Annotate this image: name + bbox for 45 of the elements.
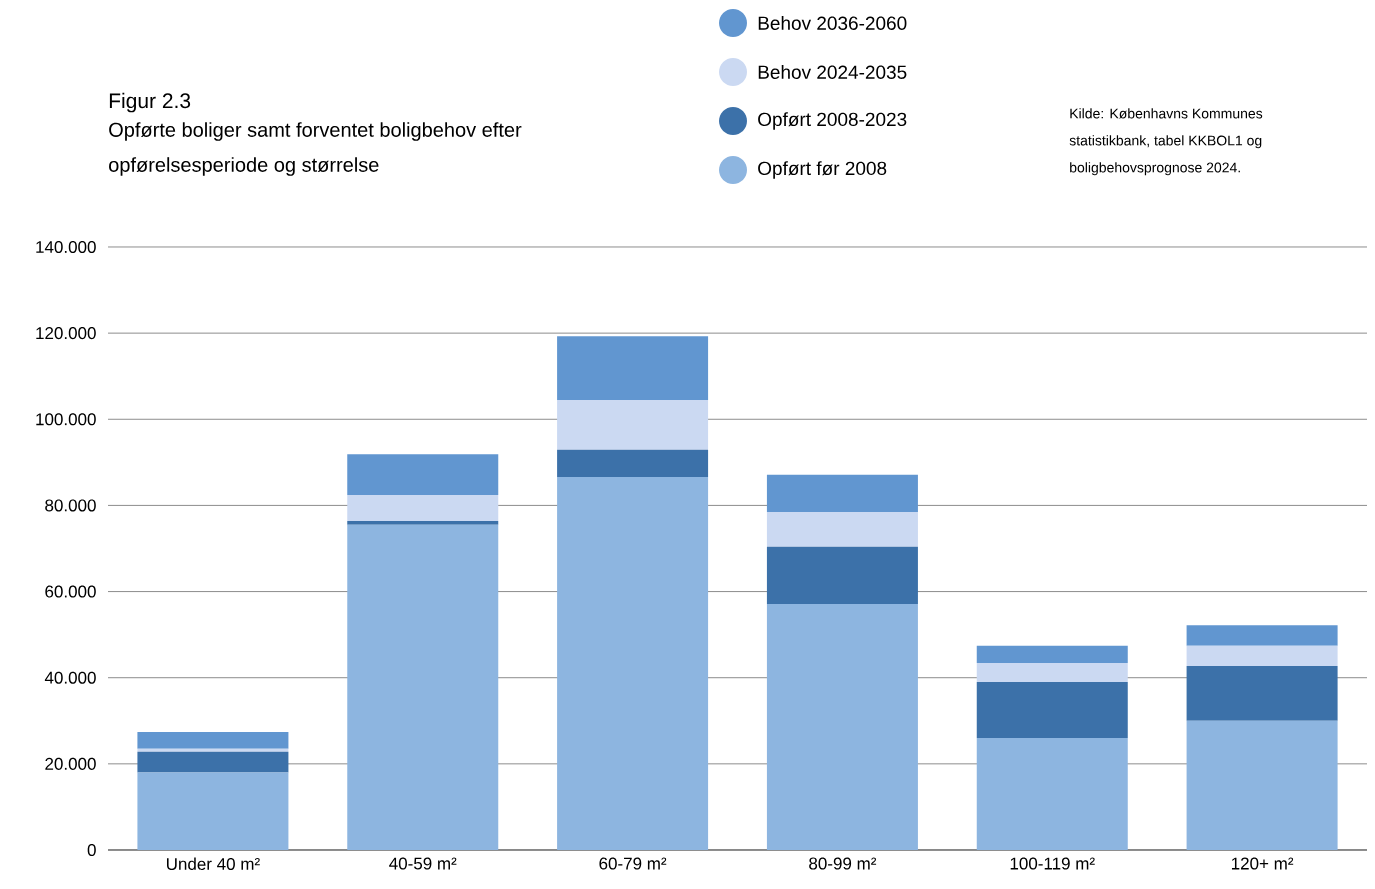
legend-label: Opført 2008-2023 — [758, 112, 907, 130]
bar — [347, 454, 499, 496]
x-tick-label: 80-99 m² — [809, 857, 877, 870]
legend-label: Behov 2036-2060 — [758, 16, 907, 30]
legend-label: Behov 2024-2035 — [758, 65, 907, 79]
bar — [137, 772, 289, 850]
chart-title: Figur 2.3 — [109, 92, 191, 113]
bar — [1186, 720, 1338, 850]
bar — [766, 604, 918, 850]
bar — [976, 682, 1128, 739]
y-tick-label: 20.000 — [45, 757, 96, 770]
bar — [137, 751, 289, 773]
bar — [976, 738, 1128, 850]
bar — [1186, 625, 1338, 646]
bar — [557, 399, 709, 450]
bar — [766, 546, 918, 605]
bar — [347, 520, 499, 525]
y-tick-label: 60.000 — [45, 585, 96, 598]
y-tick-label: 120.000 — [36, 327, 96, 340]
bar — [137, 748, 289, 752]
chart-subtitle: Opførte boliger samt forventet boligbehov efter opførelsesperiode og størrelse — [109, 122, 522, 176]
bar — [137, 731, 289, 749]
legend-label: Opført før 2008 — [758, 161, 887, 179]
x-tick-label: 60-79 m² — [599, 857, 667, 870]
bar — [1186, 645, 1338, 667]
x-tick-label: 100-119 m² — [1010, 857, 1095, 870]
bar — [976, 645, 1128, 664]
bar — [1186, 666, 1338, 721]
y-tick-label: 40.000 — [44, 671, 96, 684]
bar — [557, 336, 709, 400]
x-tick-label: Under 40 m² — [166, 857, 260, 871]
bar — [557, 476, 709, 850]
y-tick-label: 80.000 — [45, 499, 96, 512]
x-tick-label: 40-59 m² — [389, 857, 457, 870]
bar — [347, 524, 499, 850]
bar — [976, 663, 1128, 683]
x-tick-label: 120+ m² — [1231, 857, 1294, 870]
bar — [347, 495, 499, 521]
y-tick-label: 0 — [87, 843, 96, 857]
y-tick-label: 100.000 — [36, 413, 96, 426]
bar — [766, 511, 918, 547]
bar — [766, 474, 918, 512]
y-tick-label: 140.000 — [36, 240, 96, 254]
text: Kilde: Københavns Kommunes statistikbank, tabel KKBOL1 og boligbehovsprognose 2024. — [1069, 108, 1263, 176]
bar — [557, 449, 709, 477]
